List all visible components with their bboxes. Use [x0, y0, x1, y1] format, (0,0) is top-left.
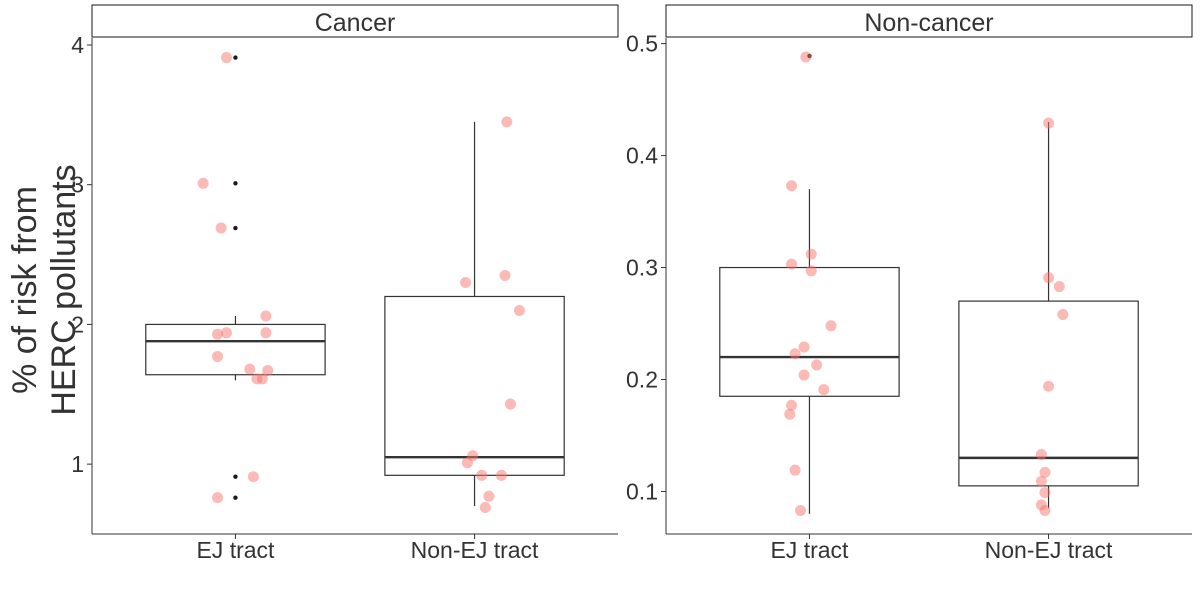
y-axis-label: % of risk from HERC pollutants	[6, 164, 83, 415]
facet-strip-non-cancer: Non-cancer	[665, 4, 1193, 38]
data-point	[1039, 504, 1051, 516]
data-point	[483, 490, 495, 502]
data-point	[825, 320, 837, 332]
y-tick-label: 0.4	[626, 143, 658, 169]
panel-non-cancer: Non-cancer 0.1 0.2 0.3 0.4 0.5 EJ tract Non-EJ …	[626, 4, 1193, 563]
y-tick-label: 0.1	[626, 478, 658, 504]
y-tick-label: 2	[71, 311, 84, 337]
data-point	[476, 469, 488, 481]
data-point	[260, 327, 272, 339]
data-point	[262, 365, 274, 377]
y-tick-label: 1	[71, 451, 84, 477]
x-tick-label: Non-EJ tract	[985, 537, 1113, 563]
y-tick-label: 3	[71, 172, 84, 198]
y-axis-label-line-1: % of risk from	[6, 186, 44, 394]
data-point	[805, 248, 817, 260]
data-point	[789, 348, 801, 360]
data-point	[504, 398, 516, 410]
data-point	[197, 177, 209, 189]
outlier-point	[233, 495, 238, 500]
y-tick-label: 4	[71, 32, 84, 58]
data-point	[495, 469, 507, 481]
data-point	[811, 359, 823, 371]
outlier-point	[233, 181, 238, 186]
facet-strip-cancer: Cancer	[91, 4, 619, 38]
y-tick-label: 0.3	[626, 255, 658, 281]
data-point	[1057, 309, 1069, 321]
data-point	[1039, 487, 1051, 499]
y-axis-label-line-2: HERC pollutants	[45, 164, 83, 415]
jitter-points	[197, 52, 525, 513]
data-point	[260, 310, 272, 322]
data-point	[513, 304, 525, 316]
data-point	[212, 351, 224, 363]
y-tick-label: 0.2	[626, 366, 658, 392]
data-point	[212, 328, 224, 340]
data-point	[786, 180, 798, 192]
data-point	[1043, 117, 1055, 129]
box-non-ej-tract	[384, 121, 565, 507]
data-point	[798, 369, 810, 381]
data-point	[800, 51, 812, 63]
data-point	[786, 258, 798, 270]
data-point	[244, 363, 256, 375]
data-point	[220, 52, 232, 64]
data-point	[794, 504, 806, 516]
data-point	[784, 408, 796, 420]
data-point	[247, 471, 259, 483]
x-tick-label: Non-EJ tract	[411, 537, 539, 563]
x-tick-label: EJ tract	[770, 537, 849, 563]
outlier-point	[233, 55, 238, 60]
box-ej-tract	[145, 55, 326, 500]
data-point	[818, 384, 830, 396]
data-point	[220, 327, 232, 339]
data-point	[789, 464, 801, 476]
data-point	[1043, 272, 1055, 284]
panel-cancer: Cancer 1 2 3 4 EJ tract Non-EJ tract	[71, 4, 619, 563]
data-point	[1043, 380, 1055, 392]
box-ej-tract	[719, 53, 900, 514]
data-point	[1035, 475, 1047, 487]
iqr-box	[145, 323, 326, 376]
facet-strip-box	[665, 4, 1193, 38]
iqr-box	[958, 300, 1139, 487]
data-point	[1039, 466, 1051, 478]
data-point	[798, 341, 810, 353]
outlier-point	[233, 474, 238, 479]
data-point	[479, 501, 491, 513]
jitter-points	[784, 51, 1069, 516]
x-tick-label: EJ tract	[196, 537, 275, 563]
box-non-ej-tract	[958, 121, 1139, 509]
data-point	[460, 277, 472, 289]
facet-strip-box	[91, 4, 619, 38]
data-point	[499, 270, 511, 282]
facet-title: Cancer	[315, 9, 396, 37]
data-point	[1035, 449, 1047, 461]
outlier-point	[233, 225, 238, 231]
data-point	[805, 265, 817, 277]
facet-title: Non-cancer	[864, 9, 993, 37]
data-point	[215, 222, 227, 234]
iqr-box	[384, 295, 565, 476]
y-tick-label: 0.5	[626, 31, 658, 57]
iqr-box	[719, 266, 900, 397]
data-point	[256, 373, 268, 385]
data-point	[786, 399, 798, 411]
data-point	[461, 457, 473, 469]
data-point	[501, 116, 513, 128]
data-point	[1053, 281, 1065, 293]
data-point	[212, 492, 224, 504]
